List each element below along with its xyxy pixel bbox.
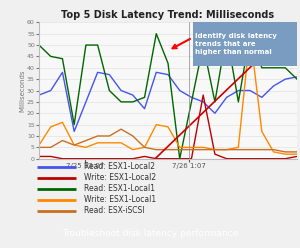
FancyBboxPatch shape <box>193 22 297 66</box>
Y-axis label: Milliseconds: Milliseconds <box>20 69 26 112</box>
Text: Write: ESX1-Local2: Write: ESX1-Local2 <box>84 173 156 182</box>
Title: Top 5 Disk Latency Trend: Milliseconds: Top 5 Disk Latency Trend: Milliseconds <box>61 10 274 20</box>
Text: Write: ESX1-Local1: Write: ESX1-Local1 <box>84 195 156 204</box>
Text: Read: ESX1-Local2: Read: ESX1-Local2 <box>84 162 155 171</box>
Text: Read: ESX-iSCSI: Read: ESX-iSCSI <box>84 206 145 215</box>
FancyArrowPatch shape <box>172 39 190 48</box>
Text: Troubleshoot disk latency performance: Troubleshoot disk latency performance <box>62 229 238 238</box>
Text: Read: ESX1-Local1: Read: ESX1-Local1 <box>84 184 155 193</box>
Text: Identify disk latency
trends that are
higher than normal: Identify disk latency trends that are hi… <box>195 33 277 55</box>
